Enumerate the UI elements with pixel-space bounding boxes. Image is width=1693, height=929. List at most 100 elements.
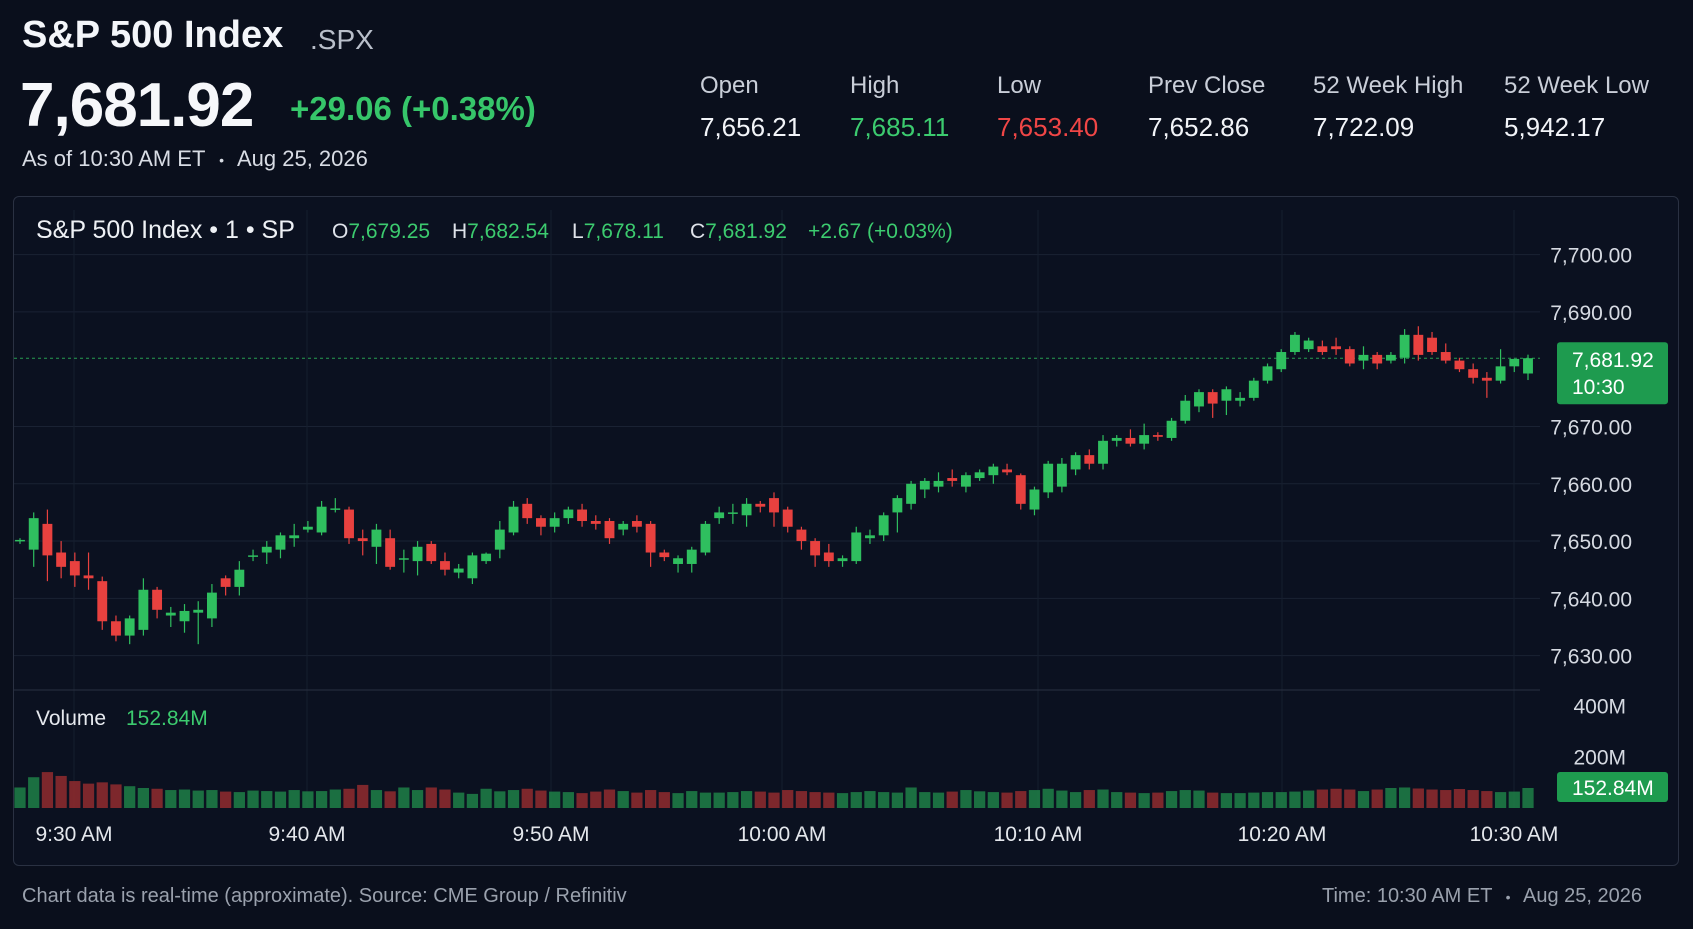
candle-body	[330, 508, 341, 510]
volume-bar	[686, 791, 698, 808]
legend-open-value: 7,679.25	[348, 220, 431, 243]
candle-body	[1139, 435, 1150, 444]
volume-bar	[1165, 791, 1178, 808]
candle-body	[316, 506, 327, 533]
legend-close: C7,681.92	[690, 220, 787, 244]
legend-high-label: H	[452, 220, 468, 243]
volume-bar	[55, 775, 67, 808]
volume-badge-value: 152.84M	[1572, 777, 1654, 800]
candle-body	[1235, 397, 1246, 401]
chart-panel[interactable]	[13, 196, 1679, 866]
candle-body	[906, 483, 917, 504]
volume-bar	[1426, 789, 1438, 808]
legend-change: +2.67 (+0.03%)	[808, 220, 953, 243]
candle-body	[1207, 392, 1218, 404]
candle-body	[28, 518, 39, 550]
volume-bar	[28, 777, 40, 808]
volume-bar	[178, 789, 191, 808]
price-axis-label: 7,660.00	[1550, 474, 1632, 497]
volume-bar	[1083, 790, 1095, 808]
candle-body	[1413, 334, 1424, 355]
volume-bar	[836, 793, 849, 808]
volume-bar	[507, 790, 520, 808]
candle-body	[220, 578, 231, 587]
volume-bar	[974, 791, 986, 808]
candle-body	[1262, 366, 1273, 381]
candle-body	[755, 503, 766, 507]
volume-bar	[1330, 788, 1342, 808]
volume-bar	[329, 789, 341, 808]
last-price-badge	[1557, 342, 1668, 405]
stat-prev-close-value: 7,652.86	[1148, 112, 1250, 142]
candle-body	[782, 509, 793, 527]
candle-body	[878, 515, 889, 536]
volume-bar	[425, 787, 437, 808]
candle-body	[1152, 435, 1163, 437]
candle-body	[1290, 334, 1300, 353]
candle-body	[15, 539, 25, 542]
volume-bar	[960, 790, 972, 808]
volume-bar	[891, 792, 904, 808]
volume-bar	[631, 792, 643, 808]
volume-bar	[1015, 791, 1027, 808]
candle-body	[618, 523, 629, 530]
volume-bar	[932, 792, 945, 808]
candle-body	[851, 532, 862, 562]
volume-bar	[699, 792, 712, 808]
volume-bar	[576, 793, 588, 808]
candle-body	[206, 592, 217, 619]
volume-bar	[480, 788, 492, 808]
candle-body	[1454, 360, 1465, 370]
candle-body	[440, 561, 450, 570]
volume-bar	[206, 790, 218, 808]
candle-body	[865, 535, 875, 539]
volume-bar	[727, 792, 739, 808]
candle-body	[234, 569, 245, 587]
volume-bar	[384, 791, 396, 808]
candle-body	[960, 475, 971, 487]
volume-bar	[782, 790, 794, 808]
candle-body	[1043, 463, 1054, 493]
volume-bar	[823, 792, 835, 808]
volume-bar	[644, 790, 657, 808]
volume-bar	[768, 792, 780, 808]
volume-bar	[82, 783, 95, 808]
volume-bar	[1207, 792, 1219, 808]
candle-body	[645, 523, 656, 553]
candle-body	[631, 521, 642, 527]
candle-body	[1111, 437, 1122, 441]
volume-bar	[1234, 793, 1246, 808]
candle-body	[1399, 334, 1410, 358]
candle-body	[165, 612, 176, 616]
volume-bar	[562, 792, 574, 808]
candle-body	[700, 523, 711, 553]
volume-bar	[535, 790, 547, 808]
candle-body	[357, 538, 368, 542]
legend-open: O7,679.25	[332, 220, 430, 244]
volume-bar	[1467, 790, 1479, 808]
current-price: 7,681.92	[20, 71, 254, 140]
candle-body	[549, 518, 560, 527]
candle-body	[714, 512, 725, 519]
volume-bar	[809, 792, 821, 808]
volume-bar	[411, 790, 424, 808]
candle-body	[56, 552, 67, 567]
candle-body	[810, 541, 821, 556]
candle-body	[1084, 455, 1095, 464]
candle-body	[659, 552, 670, 558]
candle-body	[248, 555, 258, 557]
candle-body	[289, 535, 300, 539]
candle-body	[302, 526, 313, 530]
legend-low-value: 7,678.11	[583, 220, 664, 243]
candle-body	[467, 555, 478, 579]
candle-body	[398, 558, 409, 560]
candle-body	[453, 568, 464, 573]
candle-body	[933, 480, 944, 487]
volume-bar	[521, 788, 533, 808]
footer-time: Time: 10:30 AM ET	[1322, 885, 1493, 907]
volume-bar	[1508, 791, 1520, 808]
stat-low-value: 7,653.40	[997, 112, 1099, 142]
stat-high-label: High	[850, 72, 900, 99]
stat-prev-close-label: Prev Close	[1148, 72, 1266, 99]
